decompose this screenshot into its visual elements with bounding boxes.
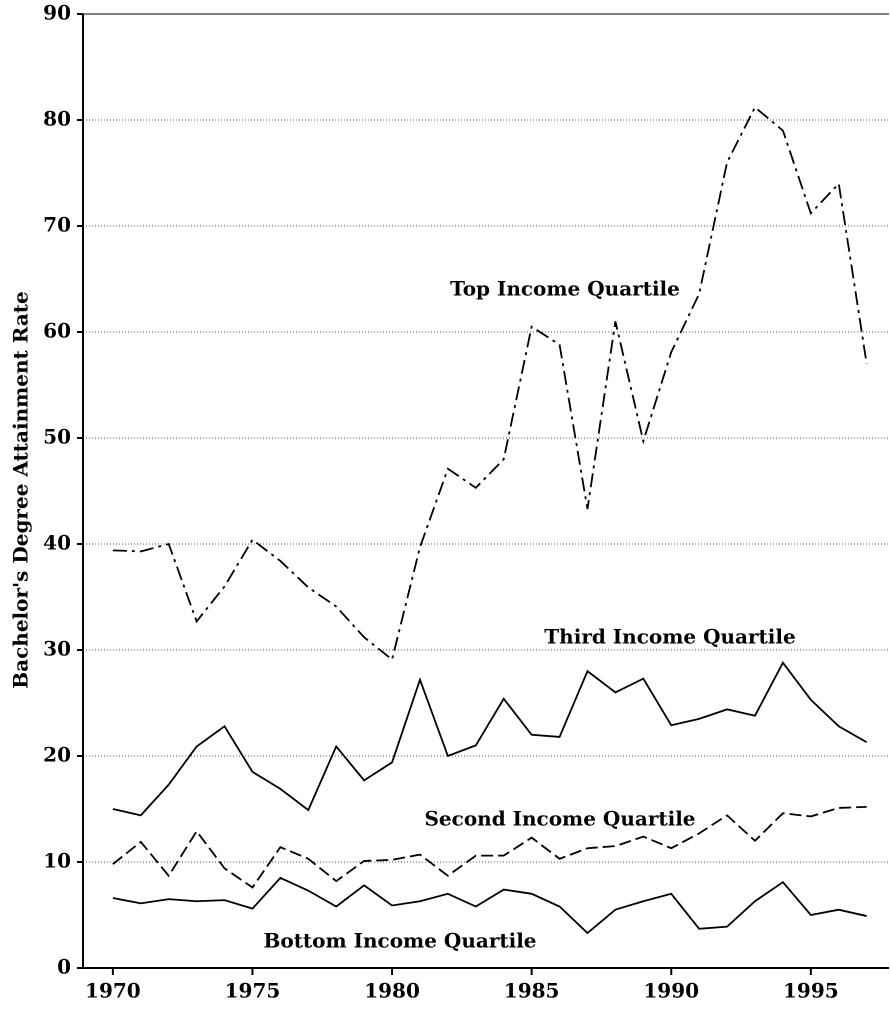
series-line [112, 876, 867, 935]
x-tick-label: 1975 [225, 979, 281, 1003]
x-tick-label: 1980 [364, 979, 420, 1003]
y-tick-label: 70 [43, 213, 71, 237]
y-tick-label: 80 [43, 107, 71, 131]
x-tick-label: 1985 [504, 979, 560, 1003]
x-tick-label: 1995 [783, 979, 839, 1003]
y-tick-label: 20 [43, 743, 71, 767]
series-label: Bottom Income Quartile [263, 929, 536, 953]
y-tick-label: 30 [43, 637, 71, 661]
y-tick-label: 10 [43, 849, 71, 873]
y-tick-label: 40 [43, 531, 71, 555]
y-tick-label: 50 [43, 425, 71, 449]
series-label: Second Income Quartile [424, 807, 695, 831]
x-tick-label: 1990 [643, 979, 699, 1003]
y-tick-label: 90 [43, 1, 71, 25]
series-line [112, 105, 868, 662]
y-axis-label: Bachelor's Degree Attainment Rate [9, 291, 33, 689]
y-tick-label: 60 [43, 319, 71, 343]
y-tick-label: 0 [57, 955, 71, 979]
x-tick-label: 1970 [85, 979, 141, 1003]
series-label: Third Income Quartile [544, 625, 795, 649]
series-line [112, 661, 868, 817]
series-label: Top Income Quartile [450, 277, 680, 301]
series-line [112, 805, 867, 889]
